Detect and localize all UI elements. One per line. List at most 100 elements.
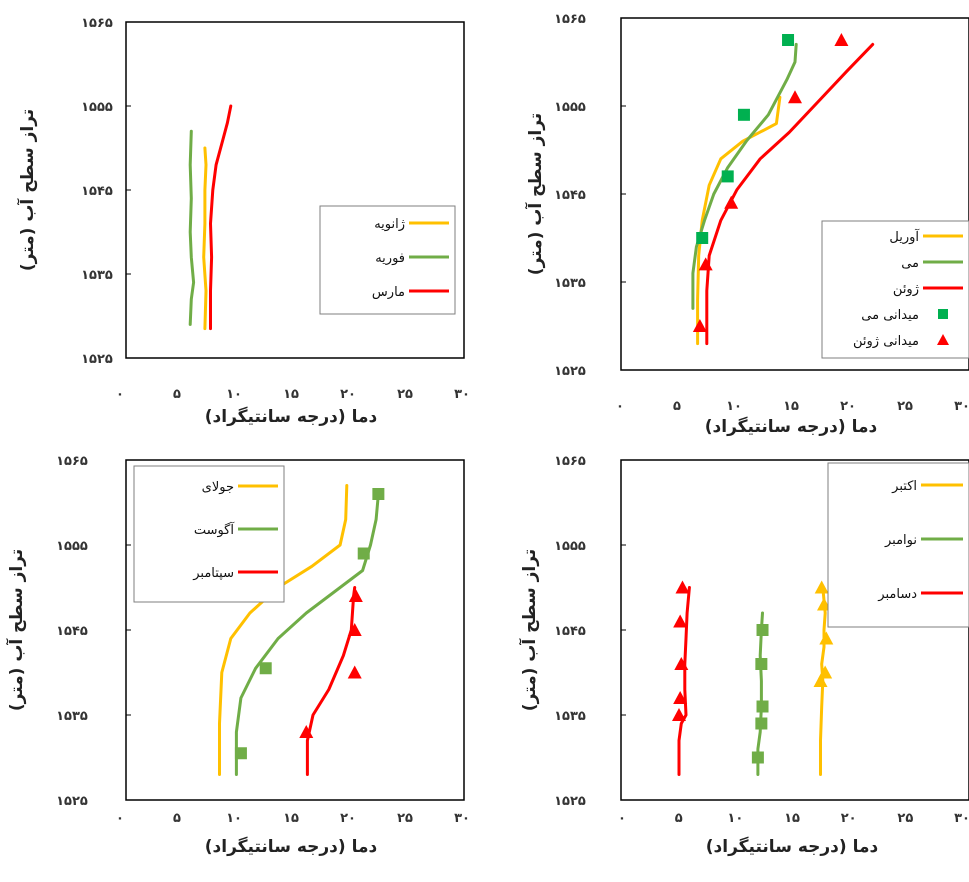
point-square	[259, 662, 272, 675]
legend-swatch	[938, 309, 948, 319]
point-square	[756, 624, 769, 636]
legend-label: اکتبر	[891, 479, 917, 494]
y-tick-label: ۱۵۶۵	[81, 16, 113, 31]
y-tick-label: ۱۵۶۵	[56, 454, 88, 469]
x-axis-label: دما (درجه سانتیگراد)	[705, 416, 878, 437]
series-line-دسامبر	[677, 586, 691, 776]
x-tick-label: ۲۵	[897, 811, 913, 826]
point-triangle	[819, 631, 834, 645]
point-triangle	[813, 674, 828, 687]
point-triangle	[698, 257, 713, 271]
legend-label: میدانی ژوئن	[853, 334, 919, 349]
series-line-اکتبر	[819, 586, 827, 776]
point-triangle	[674, 657, 689, 670]
y-tick-label: ۱۵۵۵	[554, 539, 586, 554]
legend-label: سپتامبر	[192, 566, 234, 581]
x-tick-label: ۱۰	[226, 387, 242, 402]
legend-box	[133, 465, 285, 603]
x-tick-label: ۵	[673, 399, 681, 414]
legend-label: جولای	[202, 480, 234, 495]
point-triangle	[788, 90, 802, 104]
chart-panel-1: ۱۵۲۵ ۱۵۳۵ ۱۵۴۵ ۱۵۵۵ ۱۵۶۵ ۰ ۵ ۱۰ ۱۵ ۲۰ ۲۵ ۳۰ دما (درج…	[16, 16, 470, 427]
x-tick-label: ۱۵	[783, 399, 799, 414]
x-tick-label: ۱۵	[283, 387, 299, 402]
x-tick-label: ۱۰	[726, 399, 742, 414]
point-square	[755, 717, 768, 730]
legend-label: نوامبر	[884, 533, 917, 548]
point-triangle	[834, 33, 849, 46]
point-square	[372, 488, 385, 500]
point-square	[756, 700, 769, 713]
x-axis-label: دما (درجه سانتیگراد)	[205, 836, 378, 857]
y-axis-label: تراز سطح آب (متر)	[16, 109, 38, 271]
point-square	[721, 170, 734, 183]
point-triangle	[347, 623, 362, 636]
y-axis-label: تراز سطح آب (متر)	[5, 549, 27, 711]
x-tick-label: ۲۰	[340, 811, 356, 826]
y-tick-label: ۱۵۶۵	[554, 454, 586, 469]
x-tick-label: ۳۰	[454, 811, 470, 826]
point-triangle	[724, 195, 739, 209]
x-tick-label: ۳۰	[954, 811, 969, 826]
x-tick-label: ۳۰	[454, 387, 470, 402]
series-line-ژوئن	[705, 42, 875, 346]
legend-box	[827, 462, 969, 628]
point-triangle	[672, 708, 686, 721]
series-line-فوریه	[188, 129, 196, 326]
x-axis-label: دما (درجه سانتیگراد)	[205, 406, 378, 427]
point-triangle	[818, 665, 833, 679]
legend-label: مارس	[372, 285, 405, 300]
point-square	[751, 751, 764, 764]
point-square	[737, 108, 750, 121]
point-triangle	[692, 319, 707, 332]
y-tick-label: ۱۵۵۵	[554, 100, 586, 115]
series-line-می	[691, 42, 798, 310]
x-tick-label: ۲۵	[397, 387, 413, 402]
y-tick-label: ۱۵۲۵	[56, 794, 88, 809]
x-tick-label: ۵	[173, 811, 181, 826]
y-axis-label: تراز سطح آب (متر)	[518, 549, 540, 711]
point-square	[696, 232, 709, 244]
x-tick-label: ۵	[675, 811, 683, 826]
point-triangle	[814, 580, 829, 594]
x-tick-label: ۳۰	[954, 399, 969, 414]
y-tick-label: ۱۵۳۵	[554, 709, 586, 724]
x-tick-label: ۵	[173, 387, 181, 402]
y-tick-label: ۱۵۴۵	[81, 184, 113, 199]
legend-label: دسامبر	[877, 587, 917, 602]
x-tick-label: ۲۵	[897, 399, 913, 414]
y-tick-label: ۱۵۶۵	[554, 12, 586, 27]
legend-label: می	[901, 256, 919, 271]
y-tick-label: ۱۵۳۵	[56, 709, 88, 724]
x-tick-label: ۲۰	[340, 387, 356, 402]
x-tick-label: ۰	[618, 811, 626, 826]
y-tick-label: ۱۵۴۵	[554, 624, 586, 639]
legend-label: آوریل	[889, 228, 920, 245]
series-line-مارس	[209, 104, 233, 331]
x-tick-label: ۲۰	[840, 399, 856, 414]
point-triangle	[299, 725, 314, 738]
x-tick-label: ۱۵	[784, 811, 800, 826]
series-line-آوریل	[696, 95, 782, 346]
series-line-آگوست	[234, 492, 380, 776]
x-tick-label: ۰	[616, 399, 624, 414]
legend-label: میدانی می	[861, 308, 919, 323]
point-square	[782, 34, 795, 46]
series-line-ژانویه	[202, 146, 208, 331]
x-tick-label: ۲۵	[397, 811, 413, 826]
point-square	[357, 547, 370, 560]
x-tick-label: ۱۵	[283, 811, 299, 826]
y-tick-label: ۱۵۵۵	[81, 100, 113, 115]
chart-panel-3: ۱۵۲۵ ۱۵۳۵ ۱۵۴۵ ۱۵۵۵ ۱۵۶۵ ۰ ۵ ۱۰ ۱۵ ۲۰ ۲۵ ۳۰ دما (درج…	[5, 454, 470, 857]
point-triangle	[673, 614, 688, 628]
point-triangle	[675, 580, 690, 594]
series-line-نوامبر	[756, 611, 764, 776]
y-tick-label: ۱۵۴۵	[56, 624, 88, 639]
y-tick-label: ۱۵۳۵	[554, 276, 586, 291]
x-axis-label: دما (درجه سانتیگراد)	[706, 836, 879, 857]
x-tick-label: ۰	[116, 811, 124, 826]
point-square	[755, 658, 768, 670]
y-tick-label: ۱۵۵۵	[56, 539, 88, 554]
point-square	[234, 747, 247, 760]
